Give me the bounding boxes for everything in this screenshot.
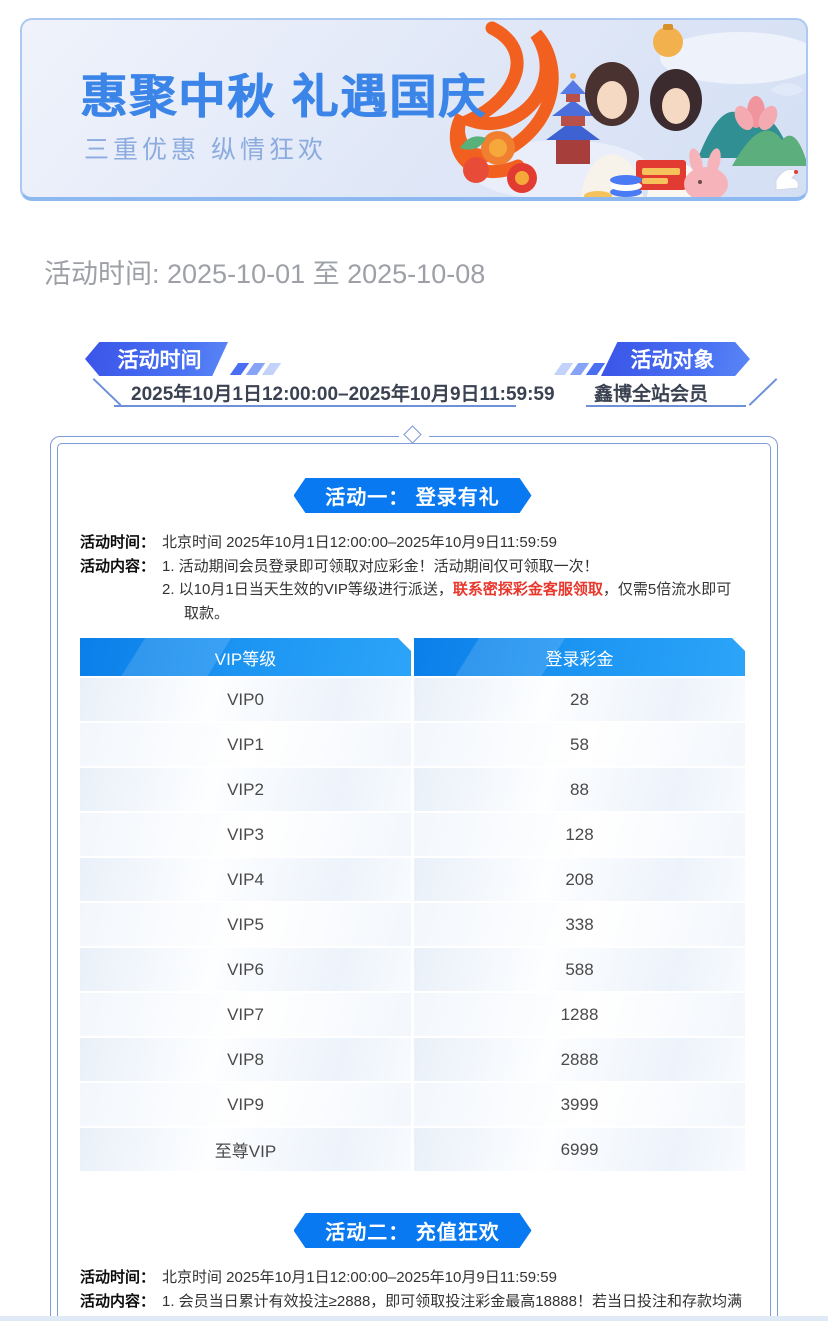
table-row: VIP4 208 bbox=[80, 858, 745, 901]
table-cell: 2888 bbox=[414, 1038, 745, 1081]
table-row: VIP6 588 bbox=[80, 948, 745, 991]
table-cell: 128 bbox=[414, 813, 745, 856]
table-cell: 58 bbox=[414, 723, 745, 766]
underline-decoration bbox=[586, 405, 746, 407]
activity1-rule-2: 2. 以10月1日当天生效的VIP等级进行派送，联系密探彩金客服领取，仅需5倍流… bbox=[162, 578, 745, 625]
table-cell: 3999 bbox=[414, 1083, 745, 1126]
banner-illustration bbox=[449, 21, 806, 197]
table-cell: 338 bbox=[414, 903, 745, 946]
contact-support-highlight: 联系密探彩金客服领取 bbox=[452, 581, 603, 598]
table-cell: 至尊VIP bbox=[80, 1128, 411, 1171]
activity2-title-banner: 活动二： 充值狂欢 bbox=[293, 1213, 532, 1248]
promo-banner: 惠聚中秋 礼遇国庆 三重优惠 纵情狂欢 bbox=[20, 18, 808, 201]
underline-diagonal bbox=[92, 378, 122, 406]
table-cell: VIP5 bbox=[80, 903, 411, 946]
activity-time-value: 2025年10月1日12:00:00–2025年10月9日11:59:59 bbox=[131, 384, 555, 405]
table-row: VIP5 338 bbox=[80, 903, 745, 946]
table-cell: 6999 bbox=[414, 1128, 745, 1171]
table-cell: 1288 bbox=[414, 993, 745, 1036]
vip-table-rows: VIP0 28 VIP1 58 VIP2 88 VIP3 128 VIP4 208 VIP5 338 V… bbox=[80, 678, 745, 1171]
table-row: VIP1 58 bbox=[80, 723, 745, 766]
time-value: 北京时间 2025年10月1日12:00:00–2025年10月9日11:59:… bbox=[162, 534, 557, 551]
banner-title: 惠聚中秋 礼遇国庆 bbox=[80, 70, 488, 123]
table-cell: 28 bbox=[414, 678, 745, 721]
content-label: 活动内容： bbox=[80, 557, 156, 575]
table-cell: 588 bbox=[414, 948, 745, 991]
table-row: VIP0 28 bbox=[80, 678, 745, 721]
table-row: VIP2 88 bbox=[80, 768, 745, 811]
header-login-bonus: 登录彩金 bbox=[414, 638, 745, 676]
slash-icon bbox=[261, 363, 282, 375]
table-cell: VIP0 bbox=[80, 678, 411, 721]
banner-subtitle: 三重优惠 纵情狂欢 bbox=[84, 136, 327, 164]
rabbit-icon bbox=[684, 148, 728, 197]
table-cell: VIP4 bbox=[80, 858, 411, 901]
activity-period-text: 活动时间: 2025-10-01 至 2025-10-08 bbox=[44, 259, 486, 289]
table-row: 至尊VIP 6999 bbox=[80, 1128, 745, 1171]
table-cell: VIP2 bbox=[80, 768, 411, 811]
time-label: 活动时间： bbox=[80, 1269, 156, 1286]
activity1-time-row: 活动时间： 北京时间 2025年10月1日12:00:00–2025年10月9日… bbox=[80, 531, 745, 555]
activity1-content-row: 活动内容： 1. 活动期间会员登录即可领取对应彩金！活动期间仅可领取一次！ 2.… bbox=[80, 555, 745, 626]
panel-inner-border bbox=[57, 443, 771, 1321]
table-cell: 208 bbox=[414, 858, 745, 901]
activity-time-badge: 活动时间 bbox=[85, 342, 228, 376]
rule-text: 2. 以10月1日当天生效的VIP等级进行派送， bbox=[162, 581, 453, 598]
activity-target-value: 鑫博全站会员 bbox=[594, 384, 709, 405]
activity1-title-banner: 活动一： 登录有礼 bbox=[293, 478, 532, 513]
crane-icon bbox=[775, 168, 799, 191]
content-label: 活动内容： bbox=[80, 1292, 156, 1310]
activity1-rule-1: 1. 活动期间会员登录即可领取对应彩金！活动期间仅可领取一次！ bbox=[162, 557, 599, 575]
lotus-icon bbox=[734, 96, 778, 131]
table-cell: VIP8 bbox=[80, 1038, 411, 1081]
table-cell: VIP3 bbox=[80, 813, 411, 856]
table-cell: 88 bbox=[414, 768, 745, 811]
bottom-edge-strip bbox=[0, 1316, 828, 1321]
peony-icon bbox=[460, 131, 537, 193]
casino-chips-icon bbox=[584, 175, 642, 197]
underline-diagonal bbox=[748, 378, 778, 406]
table-row: VIP7 1288 bbox=[80, 993, 745, 1036]
table-cell: VIP9 bbox=[80, 1083, 411, 1126]
slash-icon bbox=[585, 363, 606, 375]
slashes-decoration bbox=[229, 363, 282, 375]
table-cell: VIP6 bbox=[80, 948, 411, 991]
slashes-decoration bbox=[553, 363, 606, 375]
vip-bonus-table: VIP等级 登录彩金 VIP0 28 VIP1 58 VIP2 88 VIP3 128 VIP4… bbox=[80, 638, 745, 1171]
pagoda-icon bbox=[546, 73, 600, 164]
activity2-time-row: 活动时间： 北京时间 2025年10月1日12:00:00–2025年10月9日… bbox=[80, 1266, 745, 1290]
rule-text: ，仅需5倍流水即可取款。 bbox=[184, 581, 732, 622]
activity-target-badge: 活动对象 bbox=[601, 342, 750, 376]
table-row: VIP8 2888 bbox=[80, 1038, 745, 1081]
table-cell: VIP7 bbox=[80, 993, 411, 1036]
festive-sign-icon bbox=[636, 160, 686, 190]
ribbon-row: 活动时间 2025年10月1日12:00:00–2025年10月9日11:59:… bbox=[0, 342, 828, 414]
table-row: VIP3 128 bbox=[80, 813, 745, 856]
activities-panel: 活动一： 登录有礼 活动时间： 北京时间 2025年10月1日12:00:00–… bbox=[50, 425, 778, 1321]
table-cell: VIP1 bbox=[80, 723, 411, 766]
time-value: 北京时间 2025年10月1日12:00:00–2025年10月9日11:59:… bbox=[162, 1269, 557, 1286]
table-row: VIP9 3999 bbox=[80, 1083, 745, 1126]
table-header: VIP等级 登录彩金 bbox=[80, 638, 745, 676]
time-label: 活动时间： bbox=[80, 534, 156, 551]
header-vip-level: VIP等级 bbox=[80, 638, 411, 676]
underline-decoration bbox=[114, 405, 516, 407]
